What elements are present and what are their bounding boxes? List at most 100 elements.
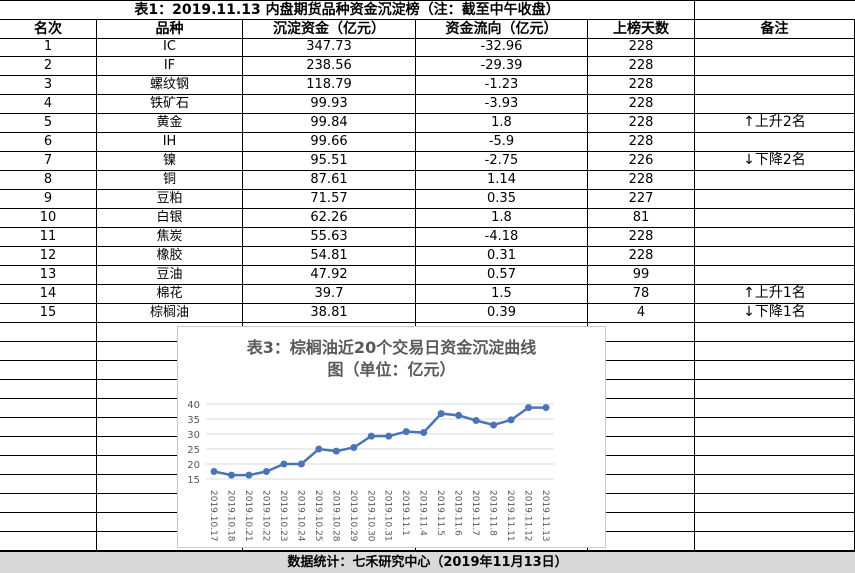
cell-flow[interactable]: 0.39	[416, 304, 588, 323]
cell-days[interactable]: 226	[588, 152, 695, 171]
cell-deposit[interactable]: 71.57	[243, 190, 416, 209]
empty-cell[interactable]	[588, 456, 695, 475]
cell-note[interactable]: ↑上升1名	[695, 285, 855, 304]
cell-note[interactable]	[695, 38, 855, 57]
cell-flow[interactable]: -3.93	[416, 95, 588, 114]
cell-note[interactable]	[695, 133, 855, 152]
empty-cell[interactable]	[695, 513, 855, 532]
empty-cell[interactable]	[0, 437, 97, 456]
cell-deposit[interactable]: 95.51	[243, 152, 416, 171]
cell-flow[interactable]: -2.75	[416, 152, 588, 171]
empty-cell[interactable]	[588, 361, 695, 380]
cell-variety[interactable]: 白银	[97, 209, 243, 228]
cell-rank[interactable]: 11	[0, 228, 97, 247]
cell-flow[interactable]: 0.31	[416, 247, 588, 266]
cell-days[interactable]: 228	[588, 95, 695, 114]
cell-rank[interactable]: 8	[0, 171, 97, 190]
cell-deposit[interactable]: 87.61	[243, 171, 416, 190]
cell-note[interactable]	[695, 57, 855, 76]
cell-rank[interactable]: 2	[0, 57, 97, 76]
empty-cell[interactable]	[695, 437, 855, 456]
cell-note[interactable]	[695, 171, 855, 190]
cell-flow[interactable]: -32.96	[416, 38, 588, 57]
cell-deposit[interactable]: 99.84	[243, 114, 416, 133]
empty-cell[interactable]	[0, 494, 97, 513]
empty-cell[interactable]	[0, 532, 97, 551]
cell-flow[interactable]: 1.14	[416, 171, 588, 190]
palm-oil-chart[interactable]: 表3：棕榈油近20个交易日资金沉淀曲线 图（单位：亿元） 15 20 25 30 35 4…	[177, 326, 606, 548]
empty-cell[interactable]	[695, 418, 855, 437]
cell-note[interactable]: ↑上升2名	[695, 114, 855, 133]
cell-variety[interactable]: 橡胶	[97, 247, 243, 266]
header-note[interactable]: 备注	[695, 20, 855, 39]
cell-rank[interactable]: 7	[0, 152, 97, 171]
header-deposit[interactable]: 沉淀资金（亿元）	[243, 20, 416, 39]
cell-days[interactable]: 228	[588, 38, 695, 57]
cell-variety[interactable]: 棉花	[97, 285, 243, 304]
empty-cell[interactable]	[695, 532, 855, 551]
cell-deposit[interactable]: 55.63	[243, 228, 416, 247]
cell-deposit[interactable]: 38.81	[243, 304, 416, 323]
cell-days[interactable]: 4	[588, 304, 695, 323]
cell-variety[interactable]: 铜	[97, 171, 243, 190]
header-flow[interactable]: 资金流向（亿元）	[416, 20, 588, 39]
cell-variety[interactable]: IH	[97, 133, 243, 152]
cell-rank[interactable]: 3	[0, 76, 97, 95]
empty-cell[interactable]	[0, 418, 97, 437]
cell-note[interactable]	[695, 95, 855, 114]
cell-rank[interactable]: 15	[0, 304, 97, 323]
empty-cell[interactable]	[588, 532, 695, 551]
cell-variety[interactable]: 螺纹钢	[97, 76, 243, 95]
cell-deposit[interactable]: 118.79	[243, 76, 416, 95]
cell-flow[interactable]: 1.5	[416, 285, 588, 304]
cell-variety[interactable]: 棕榈油	[97, 304, 243, 323]
cell-rank[interactable]: 10	[0, 209, 97, 228]
empty-cell[interactable]	[695, 323, 855, 342]
empty-cell[interactable]	[588, 437, 695, 456]
empty-cell[interactable]	[0, 342, 97, 361]
cell-rank[interactable]: 9	[0, 190, 97, 209]
cell-deposit[interactable]: 47.92	[243, 266, 416, 285]
cell-days[interactable]: 99	[588, 266, 695, 285]
empty-cell[interactable]	[0, 380, 97, 399]
cell-days[interactable]: 228	[588, 133, 695, 152]
cell-flow[interactable]: -29.39	[416, 57, 588, 76]
empty-cell[interactable]	[695, 380, 855, 399]
empty-cell[interactable]	[0, 323, 97, 342]
cell-note[interactable]: ↓下降1名	[695, 304, 855, 323]
empty-cell[interactable]	[588, 494, 695, 513]
cell-flow[interactable]: 0.35	[416, 190, 588, 209]
cell-days[interactable]: 228	[588, 171, 695, 190]
cell-deposit[interactable]: 99.66	[243, 133, 416, 152]
cell-flow[interactable]: -1.23	[416, 76, 588, 95]
cell-flow[interactable]: 1.8	[416, 209, 588, 228]
empty-cell[interactable]	[695, 361, 855, 380]
empty-cell[interactable]	[695, 475, 855, 494]
cell-variety[interactable]: 焦炭	[97, 228, 243, 247]
cell-note[interactable]: ↓下降2名	[695, 152, 855, 171]
cell-variety[interactable]: 豆油	[97, 266, 243, 285]
cell-note[interactable]	[695, 209, 855, 228]
cell-flow[interactable]: 1.8	[416, 114, 588, 133]
empty-cell[interactable]	[0, 456, 97, 475]
empty-cell[interactable]	[588, 323, 695, 342]
header-variety[interactable]: 品种	[97, 20, 243, 39]
cell-rank[interactable]: 4	[0, 95, 97, 114]
cell-variety[interactable]: IC	[97, 38, 243, 57]
cell-flow[interactable]: -5.9	[416, 133, 588, 152]
cell-deposit[interactable]: 62.26	[243, 209, 416, 228]
cell-deposit[interactable]: 39.7	[243, 285, 416, 304]
title-empty-cell[interactable]	[695, 0, 855, 20]
empty-cell[interactable]	[588, 513, 695, 532]
cell-rank[interactable]: 1	[0, 38, 97, 57]
cell-note[interactable]	[695, 247, 855, 266]
cell-days[interactable]: 78	[588, 285, 695, 304]
empty-cell[interactable]	[695, 494, 855, 513]
cell-days[interactable]: 81	[588, 209, 695, 228]
cell-deposit[interactable]: 238.56	[243, 57, 416, 76]
cell-rank[interactable]: 12	[0, 247, 97, 266]
empty-cell[interactable]	[588, 342, 695, 361]
empty-cell[interactable]	[695, 342, 855, 361]
cell-note[interactable]	[695, 228, 855, 247]
empty-cell[interactable]	[0, 513, 97, 532]
